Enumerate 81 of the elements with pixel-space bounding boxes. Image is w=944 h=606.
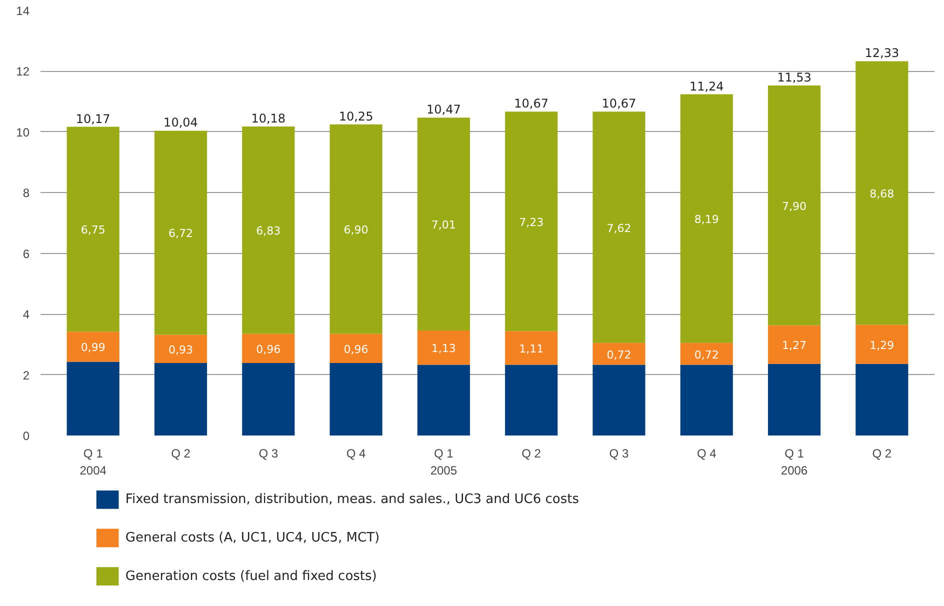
bar (154, 334, 208, 363)
bar (592, 364, 646, 436)
bar (856, 324, 908, 364)
data-label: 8,19 (694, 213, 719, 226)
data-label: 1,13 (431, 342, 456, 356)
data-label: 1,27 (782, 339, 807, 352)
x-tick-label: Q 4 (696, 446, 717, 460)
bar (505, 331, 558, 365)
y-tick-label: 0 (22, 429, 30, 443)
total-label: 10,47 (426, 102, 461, 117)
x-tick-label: Q 1 2004 (80, 446, 107, 478)
y-tick-label: 2 (22, 368, 30, 382)
bar (417, 330, 470, 365)
bar (417, 118, 470, 330)
bar (66, 126, 120, 332)
x-tick-label: Q 1 2005 (430, 446, 458, 478)
total-label: 11,53 (777, 70, 812, 84)
total-label: 10,67 (514, 96, 549, 111)
data-label: 0,96 (256, 342, 281, 356)
x-tick-label: Q 3 (258, 446, 278, 460)
bar (856, 364, 908, 436)
bar (154, 362, 208, 436)
x-tick-label: Q 2 (872, 446, 892, 460)
legend-label: Fixed transmission, distribution, meas. and sales., UC3 and UC6 costs (125, 492, 580, 508)
data-label: 8,68 (870, 187, 894, 200)
bar (592, 342, 646, 365)
data-label: 7,23 (519, 216, 544, 229)
x-tick-label: Q 3 (609, 446, 629, 460)
bar (680, 364, 733, 436)
bar (417, 364, 470, 436)
bar (66, 332, 120, 362)
y-tick-label: 12 (16, 64, 30, 79)
x-tick-label: Q 1 2006 (780, 446, 808, 478)
data-label: 7,90 (782, 200, 807, 213)
data-label: 0,93 (168, 343, 193, 356)
x-tick-label: Q 2 (171, 446, 191, 460)
bar (856, 61, 908, 325)
total-label: 10,17 (76, 112, 110, 126)
bar (680, 94, 733, 343)
total-label: 12,33 (864, 46, 900, 60)
data-label: 7,01 (431, 218, 456, 232)
data-label: 6,75 (80, 224, 106, 237)
bar (242, 334, 295, 363)
bar (505, 112, 558, 332)
data-label: 1,11 (519, 342, 544, 356)
y-tick-label: 4 (22, 308, 30, 322)
data-label: 6,72 (168, 227, 193, 240)
total-label: 10,67 (602, 96, 636, 111)
x-tick-label: Q 4 (346, 446, 366, 460)
total-label: 10,04 (164, 116, 198, 130)
bar (242, 126, 295, 334)
total-label: 10,25 (338, 109, 374, 124)
data-label: 1,29 (870, 338, 894, 352)
data-label: 7,62 (606, 222, 632, 235)
bar (330, 362, 382, 436)
bar (592, 112, 646, 343)
data-label: 0,99 (80, 341, 106, 354)
data-label: 0,96 (344, 342, 368, 356)
x-tick-label: Q 2 (522, 446, 542, 460)
data-label: 0,72 (694, 348, 719, 362)
data-label: 6,83 (256, 224, 281, 238)
data-label: 0,72 (606, 348, 632, 362)
legend-label: General costs (A, UC1, UC4, UC5, MCT) (125, 530, 380, 546)
data-label: 6,90 (344, 224, 368, 237)
total-label: 10,18 (251, 111, 286, 126)
bar (505, 364, 558, 436)
bar (154, 130, 208, 335)
bar (768, 325, 821, 364)
total-label: 11,24 (689, 79, 724, 94)
y-tick-label: 14 (16, 4, 30, 18)
bar (768, 85, 821, 326)
bar (768, 364, 821, 436)
y-tick-label: 10 (16, 125, 30, 140)
y-tick-label: 6 (22, 246, 30, 261)
bar (66, 362, 120, 436)
bar (680, 342, 733, 365)
bar (330, 334, 382, 363)
y-tick-label: 8 (22, 186, 30, 200)
bar (242, 362, 295, 436)
bar (330, 124, 382, 334)
legend-label: Generation costs (fuel and fixed costs) (125, 568, 377, 584)
